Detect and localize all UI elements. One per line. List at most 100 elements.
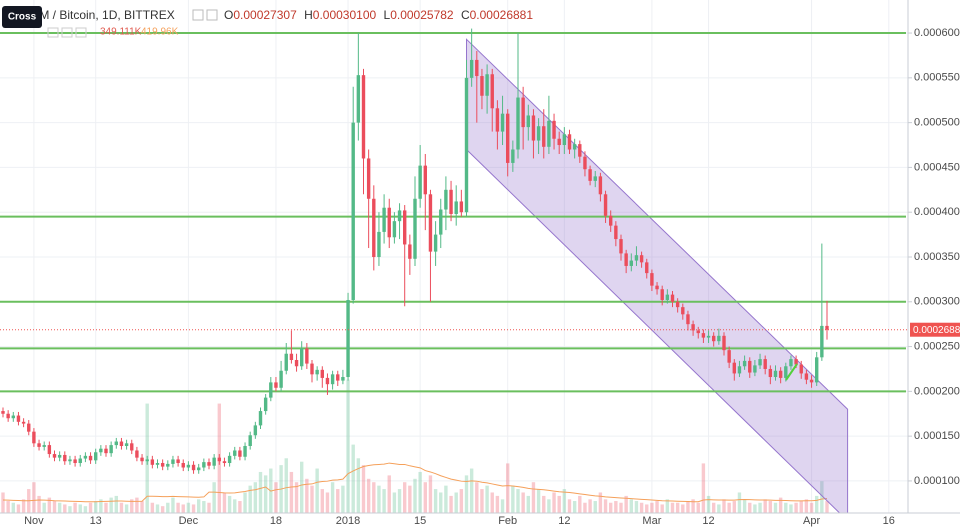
candle-body xyxy=(68,459,72,462)
ohlc-key: C xyxy=(461,8,470,22)
volume-bar xyxy=(428,475,433,513)
axes: 0.00010000 0.00015000 0.00020000 0.00025000… xyxy=(24,27,960,527)
volume-bar xyxy=(706,495,711,513)
candle-body xyxy=(418,165,422,199)
volume-bar xyxy=(109,497,113,513)
candle-body xyxy=(403,210,407,245)
candle-body xyxy=(768,368,773,378)
toolbar-icon[interactable] xyxy=(206,9,218,21)
candle-body xyxy=(305,348,309,364)
candle-body xyxy=(78,458,82,464)
toolbar-icon[interactable] xyxy=(61,27,73,38)
toolbar-icon[interactable] xyxy=(192,9,204,21)
ohlc-value: 0.00030100 xyxy=(313,8,377,22)
volume-bar xyxy=(387,475,391,513)
candle-body xyxy=(109,445,113,454)
candle-body xyxy=(536,126,541,141)
last-price-label: 0.00026881 xyxy=(913,325,960,336)
volume-bar xyxy=(794,502,798,513)
ohlc-key: L xyxy=(384,8,391,22)
volume-bar xyxy=(773,502,778,513)
volume-bar xyxy=(310,485,314,513)
candle-body xyxy=(696,330,700,334)
volume-bar xyxy=(320,489,324,513)
candle-body xyxy=(130,443,134,451)
candle-body xyxy=(315,369,319,375)
candle-body xyxy=(263,397,268,412)
candle-body xyxy=(73,459,77,464)
volume-bar xyxy=(511,485,515,513)
volume-bar xyxy=(701,463,706,513)
candle-body xyxy=(94,452,98,461)
volume-bar xyxy=(397,489,402,513)
candle-body xyxy=(217,457,221,462)
volume-bar xyxy=(114,495,118,513)
volume-bar xyxy=(696,502,700,513)
candle-body xyxy=(186,464,191,468)
volume-bar xyxy=(372,482,376,513)
toolbar-icon[interactable] xyxy=(47,27,59,38)
x-tick-label: 12 xyxy=(702,515,714,527)
candle-body xyxy=(207,462,211,466)
volume-bar xyxy=(212,482,216,513)
volume-bar xyxy=(300,461,304,513)
candle-body xyxy=(124,443,129,446)
candle-body xyxy=(63,454,67,462)
candle-body xyxy=(500,113,505,132)
volume-bar xyxy=(88,502,93,513)
volume-bar xyxy=(258,471,263,513)
candle-body xyxy=(160,463,165,467)
candle-body xyxy=(341,377,345,381)
y-tick-label: 0.00045000 xyxy=(914,161,960,173)
candle-body xyxy=(691,324,695,331)
candle-body xyxy=(346,299,350,378)
volume-bar xyxy=(722,499,726,513)
volume-bar xyxy=(748,502,752,513)
candle-body xyxy=(227,455,232,464)
x-tick-label: Dec xyxy=(179,515,199,527)
candle-body xyxy=(572,144,577,150)
candle-body xyxy=(155,463,160,465)
volume-bar xyxy=(119,502,124,513)
candle-body xyxy=(665,294,670,300)
volume-bar xyxy=(171,497,175,513)
volume-bar xyxy=(315,468,319,513)
toolbar-icon[interactable] xyxy=(75,27,87,38)
x-tick-label: 2018 xyxy=(336,515,360,527)
last-price-box xyxy=(910,322,960,337)
candle-body xyxy=(542,126,546,147)
volume-bar xyxy=(650,502,654,513)
volume-bar xyxy=(207,502,211,513)
candle-body xyxy=(145,459,149,462)
volume-bar xyxy=(325,492,330,513)
candle-body xyxy=(83,455,88,459)
volume-bar xyxy=(124,504,129,513)
volume-bar xyxy=(660,504,664,513)
candle-body xyxy=(258,411,263,426)
candle-body xyxy=(706,335,711,338)
volume-bar xyxy=(464,475,469,513)
candle-body xyxy=(485,74,489,96)
candle-body xyxy=(480,76,484,96)
candle-body xyxy=(171,459,175,464)
x-tick-label: 12 xyxy=(558,515,570,527)
candle-body xyxy=(495,108,500,132)
candle-body xyxy=(562,134,567,146)
volume-bar xyxy=(634,501,639,513)
candle-body xyxy=(650,273,654,286)
volume-ma-legend: 419.96K xyxy=(141,27,179,38)
candle-body xyxy=(567,134,572,150)
volume-bar xyxy=(454,492,458,513)
volume-bar xyxy=(665,499,670,513)
candle-body xyxy=(361,75,366,159)
candle-body xyxy=(150,459,155,465)
volume-bar xyxy=(99,499,103,513)
candle-body xyxy=(423,165,427,195)
candle-body xyxy=(809,379,814,383)
volume-bar xyxy=(284,458,288,513)
volume-bar xyxy=(588,499,592,513)
candle-body xyxy=(763,359,767,369)
volume-bar xyxy=(351,444,355,513)
volume-bar xyxy=(186,502,191,513)
